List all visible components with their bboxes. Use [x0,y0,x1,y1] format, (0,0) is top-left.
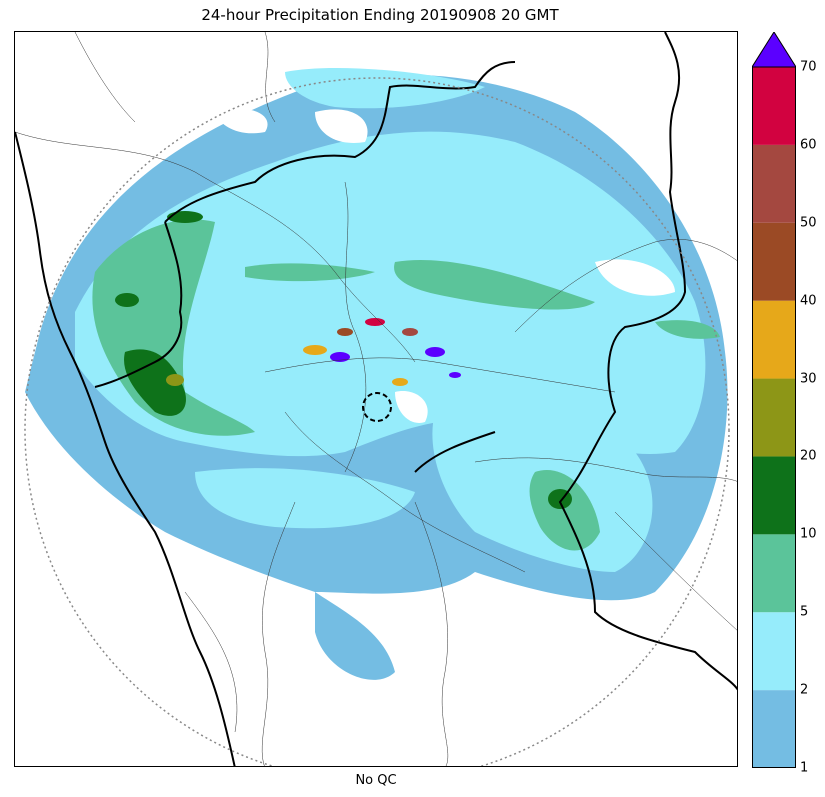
coastline [15,131,236,766]
colorbar-tick-label: 10 [800,526,817,542]
map-svg [15,32,737,766]
map-title: 24-hour Precipitation Ending 20190908 20… [201,6,559,24]
radar-range-ring [24,77,730,766]
colorbar-tick-label: 60 [800,137,817,153]
map-xlabel: No QC [355,773,397,788]
colorbar-bin-10-20 [752,456,796,535]
colorbar [752,32,796,768]
precipitation-map [14,31,738,767]
colorbar-bin-5-10 [752,534,796,613]
colorbar-bin-20-30 [752,378,796,457]
colorbar-tick-label: 5 [800,604,809,620]
precip-convective-cells [303,318,461,386]
colorbar-tick-label: 30 [800,371,817,387]
colorbar-tick-label: 50 [800,215,817,231]
radar-site-marker [362,392,392,422]
colorbar-bin-50-60 [752,144,796,223]
district-boundaries [15,32,737,766]
colorbar-bin-40-50 [752,222,796,301]
colorbar-bin-60-70 [752,67,796,145]
colorbar-tick-label: 2 [800,682,809,698]
colorbar-tick-label: 1 [800,760,809,776]
colorbar-tick-label: 20 [800,448,817,464]
colorbar-bin-30-40 [752,300,796,379]
state-boundaries [94,32,737,691]
colorbar-tick-label: 40 [800,293,817,309]
no-precip-gaps [215,108,675,423]
colorbar-bin-2-5 [752,612,796,691]
colorbar-outline [752,66,796,768]
colorbar-extend-triangle [752,32,796,68]
colorbar-bin-1-2 [752,690,796,768]
colorbar-tick-label: 70 [800,59,817,75]
precip-layer-20-30 [166,374,184,386]
